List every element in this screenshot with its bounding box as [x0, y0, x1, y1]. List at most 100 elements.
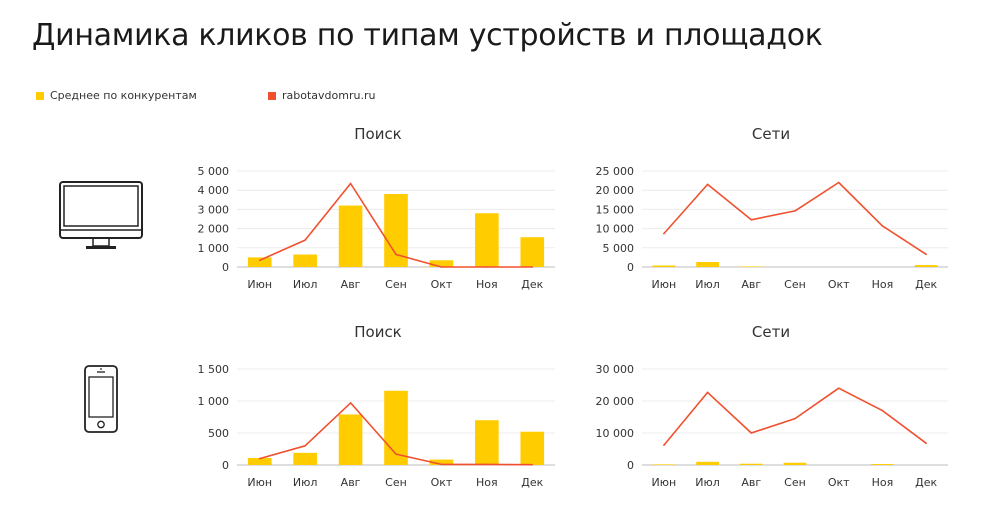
line-point: [750, 218, 753, 221]
x-tick-label: Авг: [741, 476, 761, 489]
legend-label-site: rabotavdomru.ru: [282, 89, 376, 102]
y-tick-label: 20 000: [596, 395, 635, 408]
x-tick-label: Сен: [784, 476, 806, 489]
bar: [293, 452, 317, 465]
series-line: [663, 181, 927, 255]
line-point: [706, 391, 709, 394]
bar: [429, 459, 454, 465]
line-point: [349, 182, 352, 185]
x-tick-label: Окт: [431, 278, 453, 291]
x-tick-label: Авг: [341, 278, 361, 291]
y-tick-label: 1 500: [198, 363, 230, 376]
line-point: [531, 463, 534, 466]
x-tick-label: Июл: [293, 278, 318, 291]
line-point: [881, 225, 884, 227]
x-tick-label: Сен: [784, 278, 806, 291]
bar: [696, 262, 719, 267]
x-tick-label: Авг: [341, 476, 361, 489]
bar: [247, 457, 272, 465]
legend-swatch-site: [268, 91, 276, 100]
x-tick-label: Сен: [385, 278, 407, 291]
x-tick-label: Ноя: [872, 278, 894, 291]
y-tick-label: 20 000: [596, 184, 635, 197]
y-tick-label: 10 000: [596, 427, 635, 440]
y-tick-label: 3 000: [198, 203, 230, 216]
line-point: [794, 210, 796, 212]
legend-swatch-competitors: [36, 91, 44, 100]
x-tick-label: Ноя: [872, 476, 894, 489]
legend-item-competitors: Среднее по конкурентам: [36, 89, 197, 102]
chart-title: Сети: [752, 323, 790, 341]
line-point: [349, 402, 352, 404]
line-point: [258, 259, 261, 262]
bar: [652, 464, 676, 465]
x-tick-label: Дек: [521, 278, 543, 291]
bar: [739, 463, 763, 465]
x-tick-label: Июн: [247, 476, 272, 489]
chart-mobile-search: Поиск 0 500 1 000 1 500 Июн Июл Авг Сен Окт Ноя Дек: [198, 323, 555, 489]
x-tick-label: Ноя: [476, 278, 498, 291]
x-tick-label: Окт: [431, 476, 453, 489]
chart-mobile-networks: Сети 0 10 000 20 000 30 000 Июн Июл Авг Сен Окт Но…: [596, 323, 948, 489]
x-tick-label: Июн: [652, 476, 677, 489]
y-tick-label: 0: [222, 261, 229, 274]
chart-title: Сети: [752, 125, 790, 143]
y-tick-label: 10 000: [596, 223, 635, 236]
x-tick-label: Авг: [741, 278, 761, 291]
bar: [475, 213, 499, 267]
line-point: [395, 253, 397, 256]
bar: [475, 420, 499, 465]
bar: [652, 265, 676, 267]
x-tick-label: Окт: [828, 476, 850, 489]
line-point: [706, 183, 709, 186]
y-tick-label: 0: [627, 261, 634, 274]
bar: [783, 462, 807, 465]
series-line: [663, 387, 927, 446]
x-tick-label: Июл: [695, 476, 720, 489]
line-point: [881, 409, 884, 412]
x-tick-label: Окт: [828, 278, 850, 291]
y-tick-label: 1 000: [198, 395, 230, 408]
line-point: [531, 266, 534, 268]
chart-title: Поиск: [354, 125, 402, 143]
page-title: Динамика кликов по типам устройств и пло…: [32, 18, 823, 53]
x-tick-label: Июл: [695, 278, 720, 291]
line-point: [440, 266, 443, 268]
bar: [871, 464, 894, 465]
line-point: [258, 457, 261, 460]
line-point: [925, 253, 927, 256]
bar: [696, 461, 719, 465]
bar: [293, 254, 317, 267]
y-tick-label: 15 000: [596, 203, 635, 216]
line-point: [440, 463, 443, 466]
line-point: [794, 417, 796, 420]
line-point: [304, 239, 306, 241]
bar: [914, 265, 938, 267]
x-tick-label: Ноя: [476, 476, 498, 489]
bar: [520, 431, 545, 465]
x-tick-label: Дек: [521, 476, 543, 489]
bar: [384, 194, 408, 267]
desktop-monitor-icon: [59, 181, 143, 249]
x-tick-label: Июн: [652, 278, 677, 291]
x-tick-label: Июл: [293, 476, 318, 489]
x-tick-label: Дек: [915, 278, 937, 291]
x-tick-label: Июн: [247, 278, 272, 291]
y-tick-label: 5 000: [603, 242, 635, 255]
y-tick-label: 0: [627, 459, 634, 472]
line-point: [486, 463, 488, 466]
line-point: [663, 232, 665, 235]
y-tick-label: 4 000: [198, 184, 230, 197]
y-tick-label: 2 000: [198, 223, 230, 236]
line-point: [750, 432, 753, 434]
bar: [429, 260, 454, 267]
y-tick-label: 500: [208, 427, 229, 440]
bar: [247, 257, 272, 267]
bar: [338, 414, 363, 465]
y-tick-label: 30 000: [596, 363, 635, 376]
bar: [338, 205, 363, 267]
line-point: [837, 387, 840, 390]
smartphone-icon: [84, 365, 118, 433]
line-point: [486, 266, 488, 268]
chart-desktop-search: Поиск 0 1 000 2 000 3 000 4 000 5 000 Июн Июл Авг…: [198, 125, 555, 291]
